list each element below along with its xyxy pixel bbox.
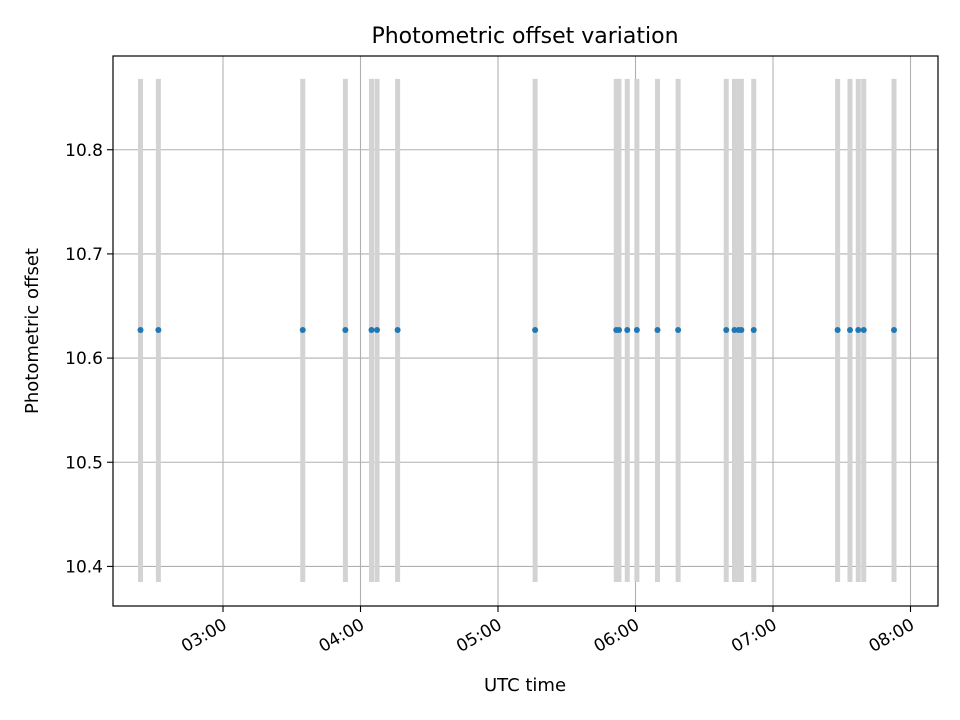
data-point [847, 326, 853, 333]
data-points [137, 326, 897, 333]
data-point [137, 326, 144, 333]
y-tick-label: 10.7 [65, 245, 103, 265]
y-tick-label: 10.6 [65, 349, 103, 369]
data-point [342, 326, 349, 333]
data-point [855, 326, 862, 333]
data-point [860, 326, 867, 333]
data-point [624, 326, 631, 333]
chart-title: Photometric offset variation [371, 24, 678, 49]
data-point [299, 326, 306, 333]
data-point [633, 326, 640, 333]
y-axis-label: Photometric offset [22, 248, 43, 414]
data-point [738, 326, 745, 333]
data-point [675, 326, 682, 333]
y-tick-label: 10.5 [65, 453, 103, 473]
y-tick-label: 10.4 [65, 557, 103, 577]
y-tick-label: 10.8 [65, 141, 103, 161]
grid-lines [113, 56, 938, 606]
data-point [834, 326, 841, 333]
x-axis-label: UTC time [484, 675, 566, 696]
data-point [155, 326, 162, 333]
data-point [368, 326, 375, 333]
data-point [394, 326, 401, 333]
data-point [532, 326, 539, 333]
data-point [891, 326, 897, 333]
data-point [731, 326, 738, 333]
data-point [723, 326, 730, 333]
data-point [750, 326, 757, 333]
data-point [616, 326, 622, 333]
data-point [374, 326, 380, 333]
data-point [654, 326, 661, 333]
plot-area-frame [112, 55, 939, 607]
